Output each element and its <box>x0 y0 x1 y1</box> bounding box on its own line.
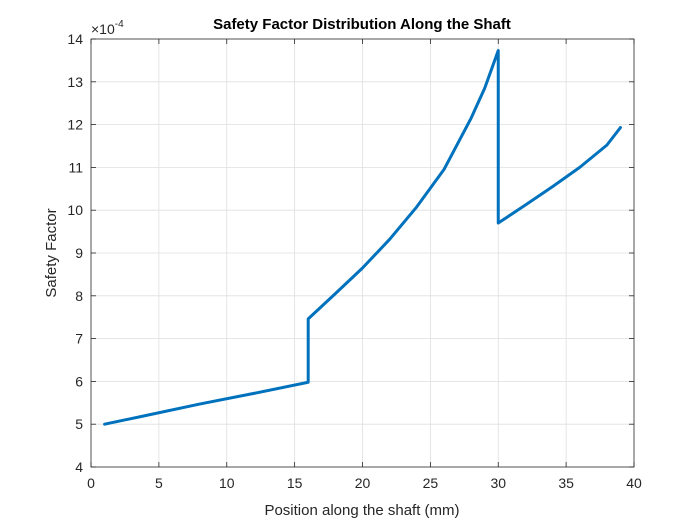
y-tick-label: 4 <box>75 459 83 475</box>
x-tick-label: 35 <box>558 475 574 491</box>
x-tick-label: 15 <box>287 475 303 491</box>
x-tick-label: 0 <box>87 475 95 491</box>
y-tick-label: 14 <box>67 31 83 47</box>
x-tick-label: 20 <box>355 475 371 491</box>
y-tick-label: 7 <box>75 331 83 347</box>
y-tick-label: 9 <box>75 245 83 261</box>
y-exponent-power: -4 <box>115 19 124 30</box>
y-exponent-base: ×10 <box>91 21 115 37</box>
y-tick-label: 12 <box>67 117 83 133</box>
y-tick-label: 11 <box>68 159 83 175</box>
chart-title: Safety Factor Distribution Along the Sha… <box>213 16 511 33</box>
x-axis-label: Position along the shaft (mm) <box>264 502 459 519</box>
y-tick-label: 5 <box>75 416 83 432</box>
y-tick-label: 10 <box>67 202 83 218</box>
x-tick-label: 30 <box>490 475 506 491</box>
y-tick-label: 8 <box>75 288 83 304</box>
y-tick-label: 13 <box>67 74 83 90</box>
x-tick-label: 25 <box>423 475 439 491</box>
x-tick-label: 5 <box>155 475 163 491</box>
x-tick-label: 40 <box>626 475 642 491</box>
x-tick-label: 10 <box>219 475 235 491</box>
y-tick-label: 6 <box>75 373 83 389</box>
y-axis-label: Safety Factor <box>43 208 60 297</box>
